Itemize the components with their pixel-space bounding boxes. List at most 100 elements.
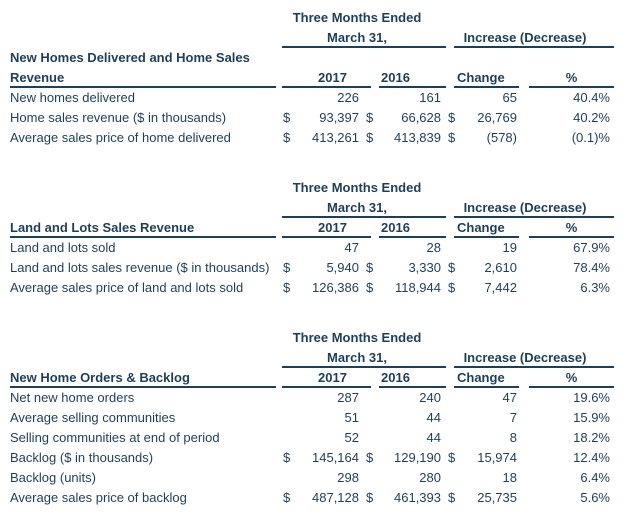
value-percent: 5.6% (580, 490, 610, 505)
cell-2016: $413,839 (366, 128, 446, 148)
cell-percent: (0.1)% (529, 128, 614, 148)
currency-symbol: $ (283, 450, 291, 465)
column-header-2017: 2017 (282, 218, 371, 238)
cell-2017: $487,128 (282, 488, 371, 508)
column-header-row: Land and Lots Sales Revenue 2017 2016 Ch… (10, 218, 614, 238)
cell-2016: $66,628 (366, 108, 446, 128)
column-header-row: Revenue 2017 2016 Change % (10, 68, 614, 88)
currency-symbol: $ (366, 450, 374, 465)
table-land-and-lots: Three Months Ended March 31, Increase (D… (10, 178, 614, 298)
value-change: 7,442 (484, 280, 517, 295)
value-change: 26,769 (477, 110, 517, 125)
value-2017: 126,386 (312, 280, 359, 295)
cell-2016: 44 (379, 428, 446, 448)
increase-decrease-header: Increase (Decrease) (454, 198, 614, 218)
column-header-2016: 2016 (379, 368, 446, 388)
data-row: New homes delivered 226 161 65 40.4% (10, 88, 614, 108)
currency-symbol: $ (366, 110, 374, 125)
currency-symbol: $ (283, 490, 291, 505)
column-header-percent: % (529, 68, 614, 88)
currency-symbol: $ (366, 130, 374, 145)
cell-change: $7,442 (448, 278, 519, 298)
value-2017: 5,940 (326, 260, 359, 275)
period-header-row: Three Months Ended (10, 8, 614, 28)
period-header-line2: March 31, (282, 198, 446, 218)
cell-2016: $461,393 (366, 488, 446, 508)
section-title: Land and Lots Sales Revenue (10, 218, 276, 238)
value-2016: 129,190 (394, 450, 441, 465)
data-row: Average sales price of home delivered $4… (10, 128, 614, 148)
row-label: Net new home orders (10, 390, 135, 405)
period-header-line2: March 31, (282, 348, 446, 368)
cell-percent: 40.2% (529, 108, 614, 128)
cell-change: $ (578) (448, 128, 519, 148)
table-new-homes-delivered: Three Months Ended March 31, Increase (D… (10, 8, 614, 148)
section-title-line2: Revenue (10, 68, 276, 88)
column-header-change: Change (454, 68, 519, 88)
column-header-percent: % (529, 368, 614, 388)
period-header-line1: Three Months Ended (292, 330, 422, 345)
cell-2016: 161 (379, 88, 446, 108)
value-2017: 298 (337, 470, 359, 485)
data-row: Selling communities at end of period 52 … (10, 428, 614, 448)
value-2017: 93,397 (319, 110, 359, 125)
value-2017: 51 (344, 410, 359, 425)
value-percent: 78.4% (573, 260, 610, 275)
cell-2017: 52 (282, 428, 371, 448)
value-percent: 6.4% (580, 470, 610, 485)
column-header-2017: 2017 (282, 368, 371, 388)
cell-2017: 47 (282, 238, 371, 258)
value-change: 8 (509, 430, 517, 445)
value-2016: 161 (419, 90, 441, 105)
cell-change: $15,974 (448, 448, 519, 468)
value-percent: 19.6% (573, 390, 610, 405)
row-label: Land and lots sold (10, 240, 116, 255)
value-change: 15,974 (477, 450, 517, 465)
value-2016: 240 (419, 390, 441, 405)
cell-2017: $413,261 (282, 128, 371, 148)
increase-decrease-header: Increase (Decrease) (454, 28, 614, 48)
cell-2017: 226 (282, 88, 371, 108)
value-2017: 226 (337, 90, 359, 105)
value-change: 47 (502, 390, 517, 405)
value-2016: 28 (426, 240, 441, 255)
value-percent: 15.9% (573, 410, 610, 425)
data-row: Home sales revenue ($ in thousands) $93,… (10, 108, 614, 128)
period-header-line2: March 31, (282, 28, 446, 48)
value-2016: 44 (426, 410, 441, 425)
value-2017: 287 (337, 390, 359, 405)
value-percent: 67.9% (573, 240, 610, 255)
cell-percent: 19.6% (529, 388, 614, 408)
value-2016: 66,628 (401, 110, 441, 125)
column-header-row: New Home Orders & Backlog 2017 2016 Chan… (10, 368, 614, 388)
cell-2016: $118,944 (366, 278, 446, 298)
currency-symbol: $ (366, 260, 374, 275)
value-percent: 12.4% (573, 450, 610, 465)
cell-2016: 44 (379, 408, 446, 428)
value-2016: 280 (419, 470, 441, 485)
value-percent: 6.3% (580, 280, 610, 295)
cell-percent: 5.6% (529, 488, 614, 508)
data-row: Land and lots sales revenue ($ in thousa… (10, 258, 614, 278)
data-row: Backlog (units) 298 280 18 6.4% (10, 468, 614, 488)
value-change: 2,610 (484, 260, 517, 275)
value-2017: 52 (344, 430, 359, 445)
period-header-row: Three Months Ended (10, 328, 614, 348)
cell-percent: 15.9% (529, 408, 614, 428)
value-percent: 40.4% (573, 90, 610, 105)
cell-change: 18 (454, 468, 519, 488)
spacer (10, 178, 276, 198)
value-2016: 3,330 (408, 260, 441, 275)
value-2017: 47 (344, 240, 359, 255)
cell-2017: $126,386 (282, 278, 371, 298)
currency-symbol: $ (448, 490, 456, 505)
row-label: Backlog ($ in thousands) (10, 450, 154, 465)
row-label: Home sales revenue ($ in thousands) (10, 110, 227, 125)
column-header-2016: 2016 (379, 68, 446, 88)
cell-2017: $93,397 (282, 108, 371, 128)
column-header-change: Change (454, 368, 519, 388)
row-label: Selling communities at end of period (10, 430, 220, 445)
row-label: Average sales price of land and lots sol… (10, 280, 244, 295)
spacer (10, 328, 276, 348)
value-2016: 118,944 (394, 280, 441, 295)
